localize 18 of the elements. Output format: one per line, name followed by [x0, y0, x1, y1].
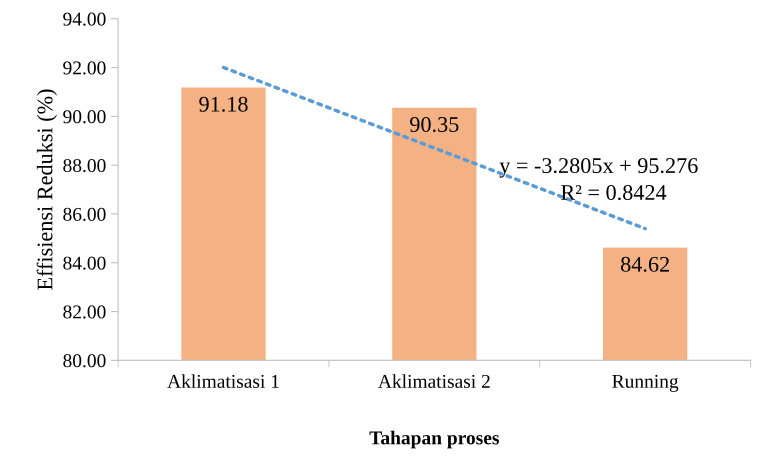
annotation: R² = 0.8424	[561, 184, 666, 200]
y-tick-label: 92.00	[63, 61, 106, 75]
x-axis-title: Tahapan proses	[370, 430, 499, 448]
x-tick-label: Running	[612, 374, 678, 392]
data-label: 84.62	[621, 256, 669, 272]
y-axis-title: Effisiensi Reduksi (%)	[36, 89, 57, 290]
x-tick-label: Aklimatisasi 2	[378, 374, 490, 388]
y-tick-label: 82.00	[63, 305, 106, 319]
y-tick-label: 90.00	[63, 110, 106, 124]
y-tick-label: 86.00	[63, 208, 106, 221]
y-tick-label: 94.00	[63, 12, 106, 26]
x-tick-label: Aklimatisasi 1	[167, 374, 279, 388]
data-label: 91.18	[199, 96, 248, 112]
y-tick-label: 88.00	[63, 158, 106, 172]
y-tick-label: 84.00	[63, 256, 106, 270]
annotation: y = -3.2805x + 95.276	[499, 158, 698, 178]
y-tick-label: 80.00	[63, 354, 106, 368]
data-label: 90.35	[410, 116, 458, 132]
